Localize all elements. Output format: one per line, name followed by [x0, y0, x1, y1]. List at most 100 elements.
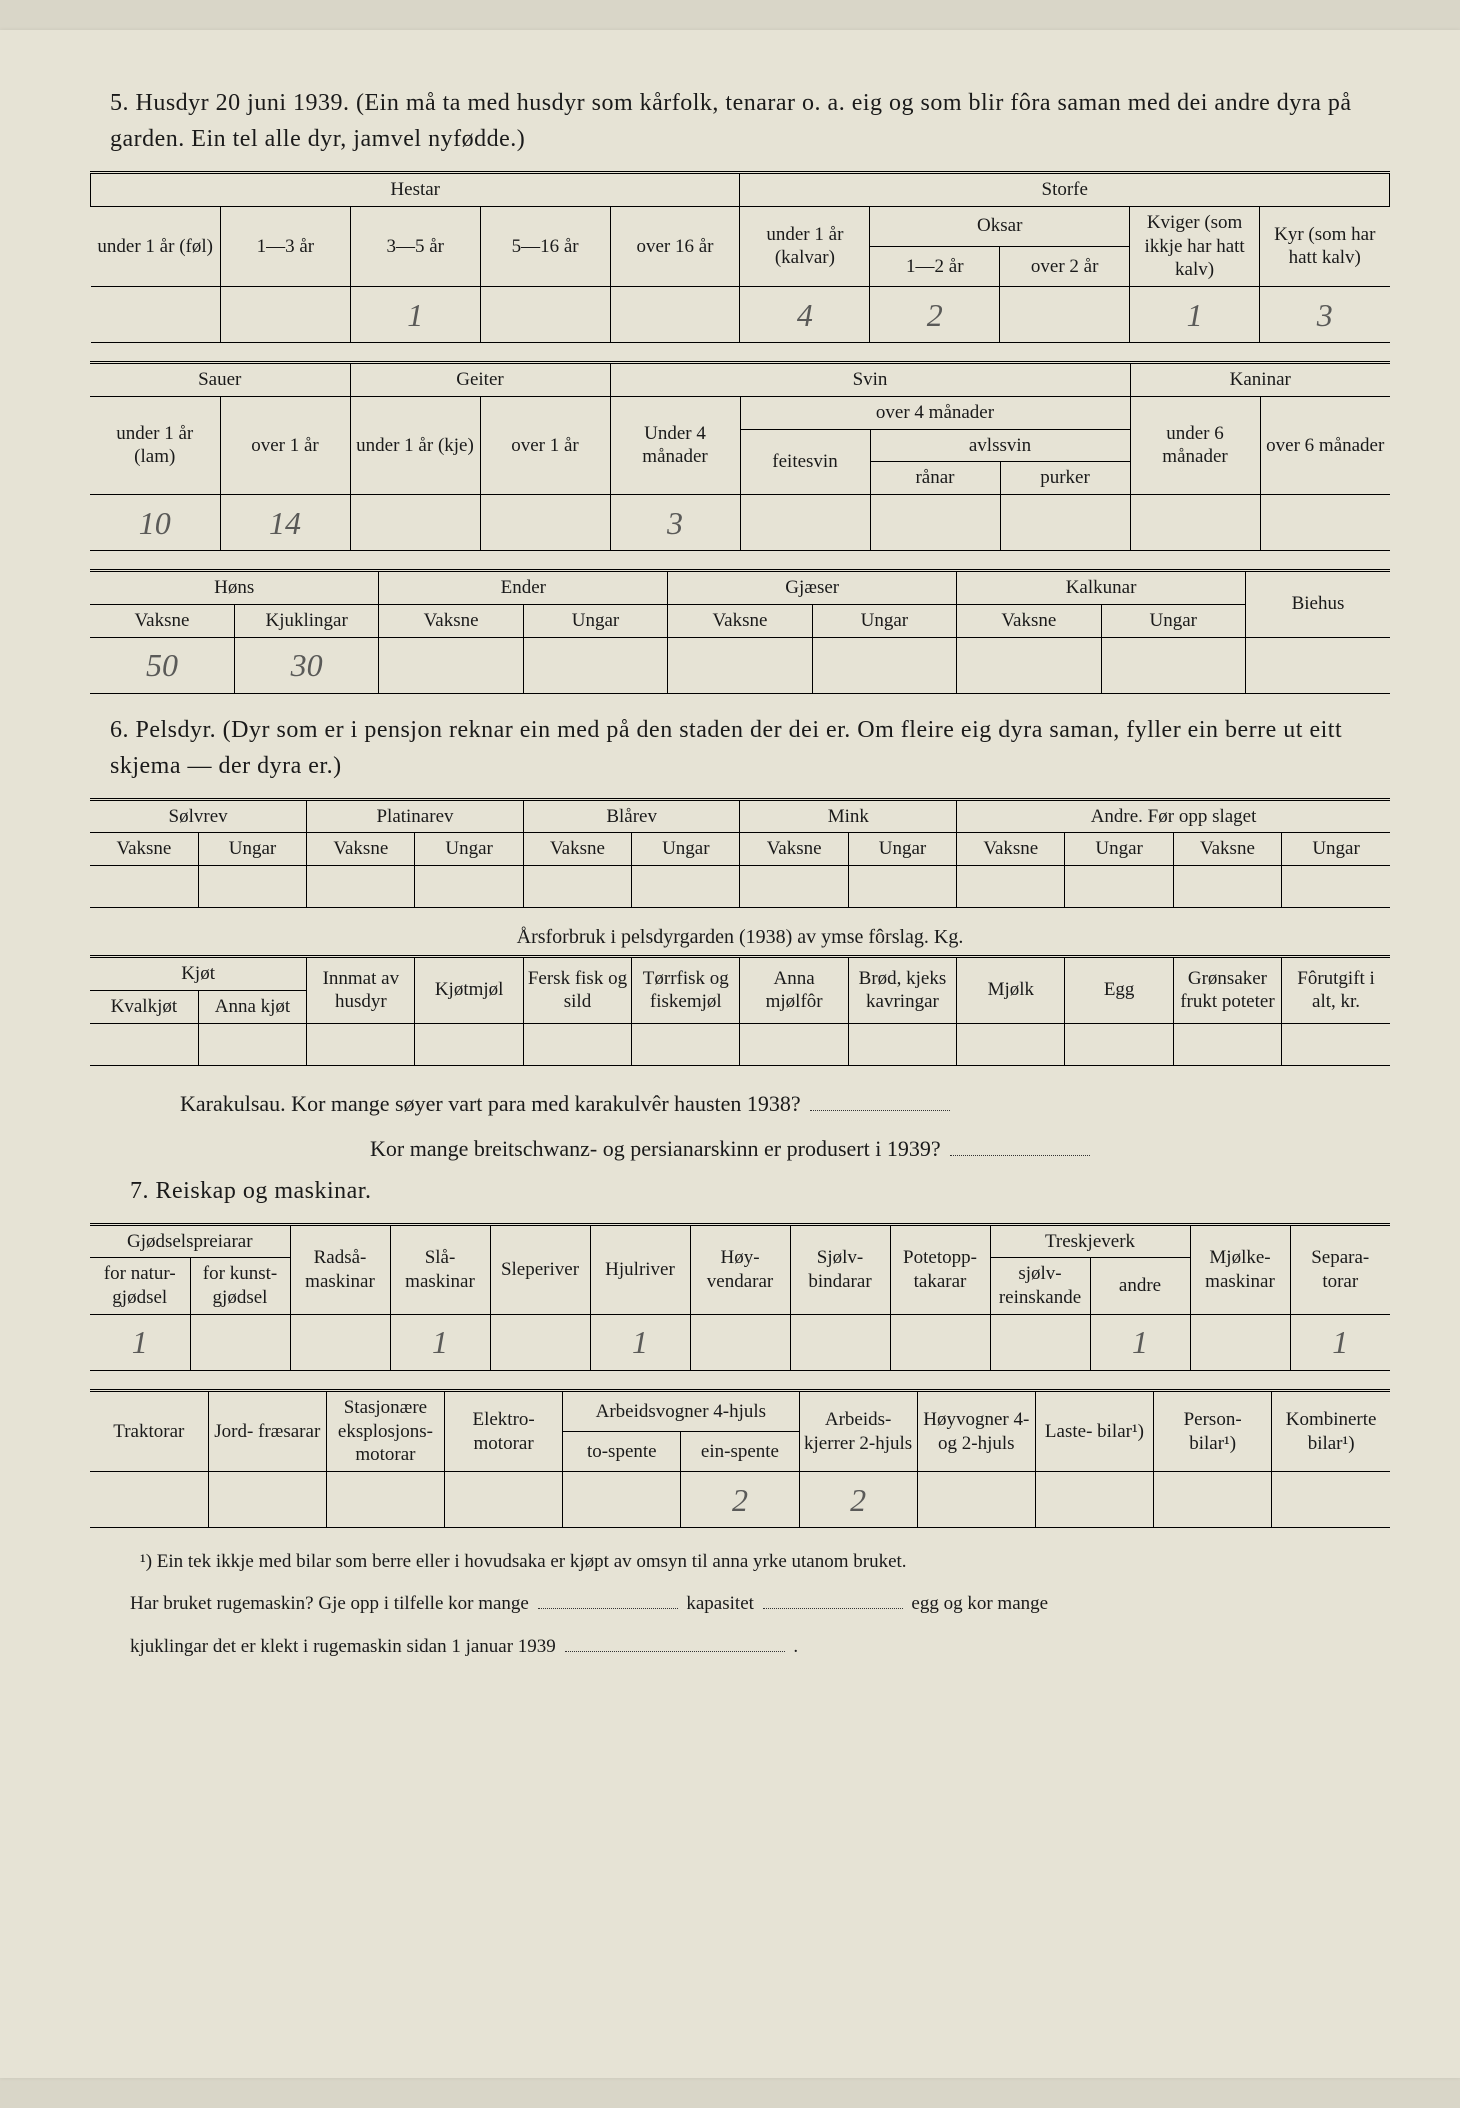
cell-v9[interactable] [1035, 1472, 1153, 1528]
cell-f4[interactable] [415, 1023, 523, 1065]
cell-r9[interactable] [890, 1314, 990, 1370]
cell-r11[interactable]: 1 [1090, 1314, 1190, 1370]
h-geiter-u1: under 1 år (kje) [350, 396, 480, 494]
cell-f6[interactable] [632, 1023, 740, 1065]
h-sauer-u1: under 1 år (lam) [90, 396, 220, 494]
cell-r6[interactable]: 1 [590, 1314, 690, 1370]
cell-biehus[interactable] [1246, 637, 1391, 693]
h-kalk-u: Ungar [1101, 604, 1245, 637]
cell-v10[interactable] [1154, 1472, 1272, 1528]
cell-f5[interactable] [523, 1023, 631, 1065]
cell-a1v[interactable] [957, 866, 1065, 908]
cell-geiter-o1[interactable] [480, 495, 610, 551]
h-p-v: Vaksne [307, 833, 415, 866]
h-hestar-1-3: 1—3 år [220, 206, 350, 286]
cell-f7[interactable] [740, 1023, 848, 1065]
cell-hestar-1-3[interactable] [220, 287, 350, 343]
cell-v1[interactable] [90, 1472, 208, 1528]
blank-q1[interactable] [810, 1095, 950, 1111]
cell-v2[interactable] [208, 1472, 326, 1528]
cell-kviger[interactable]: 1 [1130, 287, 1260, 343]
cell-pu[interactable] [415, 866, 523, 908]
cell-v4[interactable] [445, 1472, 563, 1528]
cell-r10[interactable] [990, 1314, 1090, 1370]
cell-kanin-u6[interactable] [1130, 495, 1260, 551]
cell-hestar-3-5[interactable]: 1 [350, 287, 480, 343]
cell-kanin-o6[interactable] [1260, 495, 1390, 551]
cell-r4[interactable]: 1 [390, 1314, 490, 1370]
h-hestar-u1: under 1 år (føl) [91, 206, 221, 286]
h-kyr: Kyr (som har hatt kalv) [1260, 206, 1390, 286]
cell-r13[interactable]: 1 [1290, 1314, 1390, 1370]
cell-a1u[interactable] [1065, 866, 1173, 908]
cell-hestar-u1[interactable] [91, 287, 221, 343]
cell-kalk-u[interactable] [1101, 637, 1245, 693]
cell-v8[interactable] [917, 1472, 1035, 1528]
cell-svin-ranar[interactable] [870, 495, 1000, 551]
cell-ender-v[interactable] [379, 637, 523, 693]
cell-f3[interactable] [307, 1023, 415, 1065]
blank-q2[interactable] [950, 1140, 1090, 1156]
s6-q2: Kor mange breitschwanz- og persianarskin… [370, 1129, 1370, 1169]
cell-geiter-u1[interactable] [350, 495, 480, 551]
cell-a2v[interactable] [1173, 866, 1281, 908]
cell-r12[interactable] [1190, 1314, 1290, 1370]
cell-hestar-5-16[interactable] [480, 287, 610, 343]
cell-v11[interactable] [1272, 1472, 1390, 1528]
cell-f2[interactable] [198, 1023, 306, 1065]
cell-su[interactable] [198, 866, 306, 908]
cell-a2u[interactable] [1282, 866, 1390, 908]
s6-q2-text: Kor mange breitschwanz- og persianarskin… [370, 1136, 941, 1161]
cell-f12[interactable] [1282, 1023, 1390, 1065]
h-s-v: Vaksne [90, 833, 198, 866]
cell-r2[interactable] [190, 1314, 290, 1370]
h-m-v: Vaksne [740, 833, 848, 866]
cell-v7[interactable]: 2 [799, 1472, 917, 1528]
cell-bv[interactable] [523, 866, 631, 908]
cell-v5[interactable] [563, 1472, 681, 1528]
cell-r8[interactable] [790, 1314, 890, 1370]
cell-r3[interactable] [290, 1314, 390, 1370]
cell-mv[interactable] [740, 866, 848, 908]
cell-v3[interactable] [326, 1472, 444, 1528]
cell-pv[interactable] [307, 866, 415, 908]
cell-f11[interactable] [1173, 1023, 1281, 1065]
cell-oksar-1-2[interactable]: 2 [870, 287, 1000, 343]
cell-gjaser-u[interactable] [812, 637, 956, 693]
blank-r3[interactable] [565, 1636, 785, 1652]
cell-kalk-v[interactable] [957, 637, 1101, 693]
cell-hons-k[interactable]: 30 [234, 637, 378, 693]
cell-sauer-o1[interactable]: 14 [220, 495, 350, 551]
cell-gjaser-v[interactable] [668, 637, 812, 693]
cell-hons-v[interactable]: 50 [90, 637, 234, 693]
blank-r1[interactable] [538, 1593, 678, 1609]
cell-sv[interactable] [90, 866, 198, 908]
cell-v6[interactable]: 2 [681, 1472, 799, 1528]
blank-r2[interactable] [763, 1593, 903, 1609]
cell-f1[interactable] [90, 1023, 198, 1065]
h-tres-sjolv: sjølv- reinskande [990, 1258, 1090, 1315]
cell-bu[interactable] [632, 866, 740, 908]
cell-sauer-u1[interactable]: 10 [90, 495, 220, 551]
h-gjaser-v: Vaksne [668, 604, 812, 637]
cell-mu[interactable] [848, 866, 956, 908]
cell-svin-purker[interactable] [1000, 495, 1130, 551]
cell-kyr[interactable]: 3 [1260, 287, 1390, 343]
cell-hestar-o16[interactable] [610, 287, 740, 343]
cell-ender-u[interactable] [523, 637, 667, 693]
cell-r1[interactable]: 1 [90, 1314, 190, 1370]
h-p-u: Ungar [415, 833, 523, 866]
cell-storfe-u1[interactable]: 4 [740, 287, 870, 343]
h-svin-feite: feitesvin [740, 429, 870, 495]
cell-r7[interactable] [690, 1314, 790, 1370]
cell-f9[interactable] [957, 1023, 1065, 1065]
cell-r5[interactable] [490, 1314, 590, 1370]
cell-svin-u4[interactable]: 3 [610, 495, 740, 551]
cell-f10[interactable] [1065, 1023, 1173, 1065]
section5-title: 5. Husdyr 20 juni 1939. (Ein må ta med h… [110, 85, 1370, 157]
cell-oksar-o2[interactable] [1000, 287, 1130, 343]
h-andre: Andre. Før opp slaget [957, 799, 1390, 833]
h-lastebil: Laste- bilar¹) [1035, 1390, 1153, 1471]
cell-svin-feite[interactable] [740, 495, 870, 551]
cell-f8[interactable] [848, 1023, 956, 1065]
